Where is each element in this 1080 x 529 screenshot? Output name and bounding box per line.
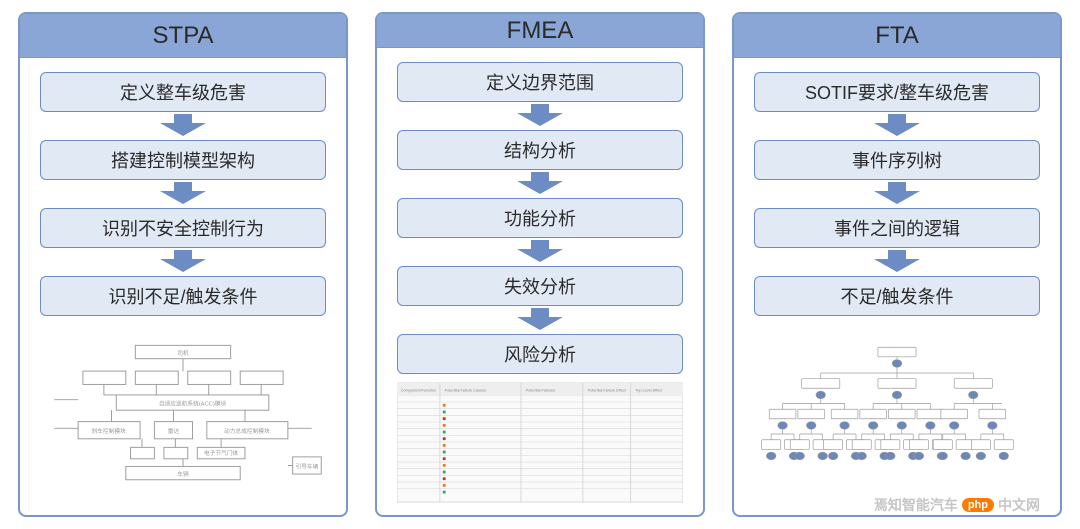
step-box: 识别不足/触发条件 xyxy=(40,276,326,316)
step-box: 结构分析 xyxy=(397,130,683,170)
watermark-text-2: 中文网 xyxy=(998,495,1040,515)
panel-body-fta: SOTIF要求/整车级危害 事件序列树 事件之间的逻辑 不足/触发条件 xyxy=(734,58,1060,515)
watermark-text-1: 焉知智能汽车 xyxy=(874,495,958,515)
watermark: 焉知智能汽车 php 中文网 xyxy=(874,495,1040,515)
step-box: 事件之间的逻辑 xyxy=(754,208,1040,248)
step-box: 风险分析 xyxy=(397,334,683,374)
panel-stpa: STPA定义整车级危害 搭建控制模型架构 识别不安全控制行为 识别不足/触发条件 xyxy=(18,12,348,517)
svg-text:车辆: 车辆 xyxy=(177,469,189,477)
step-box: 不足/触发条件 xyxy=(754,276,1040,316)
step-box: 事件序列树 xyxy=(754,140,1040,180)
arrow-down-icon xyxy=(160,250,206,272)
step-box: 失效分析 xyxy=(397,266,683,306)
panel-fmea: FMEA定义边界范围 结构分析 功能分析 失效分析 风险分析 Component… xyxy=(375,12,705,517)
svg-text:Potential Failure Causes: Potential Failure Causes xyxy=(445,388,486,392)
svg-text:刹车控制模块: 刹车控制模块 xyxy=(91,427,126,435)
arrow-down-icon xyxy=(160,114,206,136)
panel-body-stpa: 定义整车级危害 搭建控制模型架构 识别不安全控制行为 识别不足/触发条件 xyxy=(20,58,346,515)
panel-body-fmea: 定义边界范围 结构分析 功能分析 失效分析 风险分析 Component/Fun… xyxy=(377,48,703,515)
arrow-down-icon xyxy=(874,114,920,136)
svg-text:雷达: 雷达 xyxy=(168,427,180,435)
php-badge: php xyxy=(962,498,994,512)
svg-text:Potential Failures: Potential Failures xyxy=(526,388,555,392)
arrow-down-icon xyxy=(517,308,563,330)
step-box: 功能分析 xyxy=(397,198,683,238)
svg-text:引导车辆: 引导车辆 xyxy=(295,462,318,470)
illustration-stpa: 司机 自适应巡航系统(ACC)模块 刹车控制模块 雷达 动力总成控制模块 电子节… xyxy=(40,322,326,505)
svg-text:自适应巡航系统(ACC)模块: 自适应巡航系统(ACC)模块 xyxy=(159,399,227,407)
arrow-down-icon xyxy=(160,182,206,204)
illustration-fta xyxy=(754,322,1040,505)
arrow-down-icon xyxy=(517,172,563,194)
svg-text:司机: 司机 xyxy=(177,348,189,356)
panel-header-fta: FTA xyxy=(734,14,1060,58)
illustration-fmea: Component/Function Potential Failure Cau… xyxy=(397,380,683,505)
step-box: 定义整车级危害 xyxy=(40,72,326,112)
arrow-down-icon xyxy=(517,240,563,262)
svg-text:Potential Failure Effect: Potential Failure Effect xyxy=(588,388,627,392)
svg-text:Top Level Effect: Top Level Effect xyxy=(635,388,663,392)
arrow-down-icon xyxy=(874,250,920,272)
arrow-down-icon xyxy=(874,182,920,204)
step-box: 识别不安全控制行为 xyxy=(40,208,326,248)
panel-fta: FTASOTIF要求/整车级危害 事件序列树 事件之间的逻辑 不足/触发条件 xyxy=(732,12,1062,517)
arrow-down-icon xyxy=(517,104,563,126)
step-box: 搭建控制模型架构 xyxy=(40,140,326,180)
svg-text:动力总成控制模块: 动力总成控制模块 xyxy=(224,427,270,435)
svg-text:电子节气门体: 电子节气门体 xyxy=(204,448,239,456)
svg-text:Component/Function: Component/Function xyxy=(401,388,436,392)
step-box: 定义边界范围 xyxy=(397,62,683,102)
panel-header-fmea: FMEA xyxy=(377,14,703,48)
panel-header-stpa: STPA xyxy=(20,14,346,58)
step-box: SOTIF要求/整车级危害 xyxy=(754,72,1040,112)
